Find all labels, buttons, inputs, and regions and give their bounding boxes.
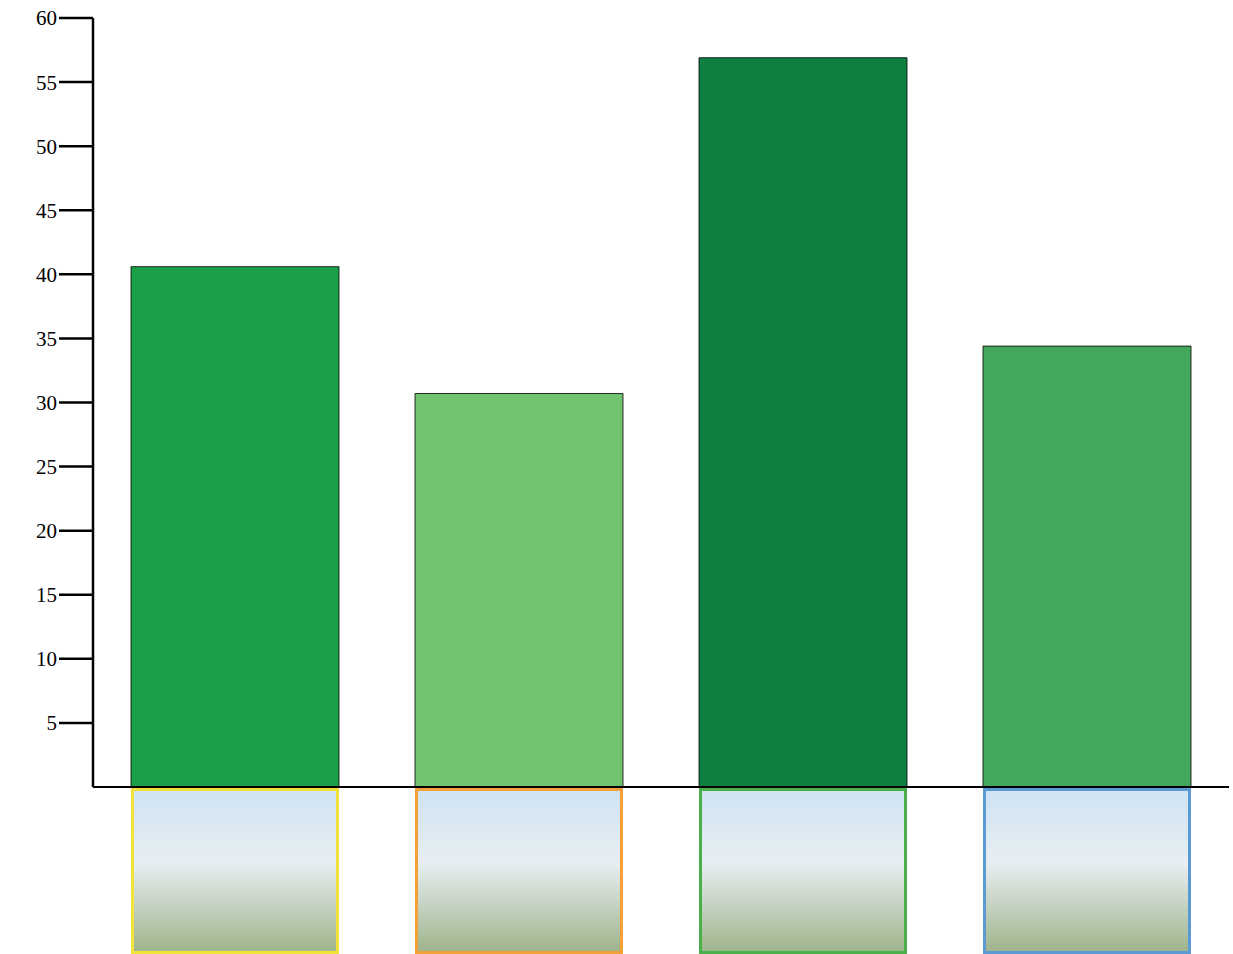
svg-text:10: 10	[36, 647, 57, 671]
svg-text:30: 30	[36, 391, 57, 415]
svg-text:55: 55	[36, 71, 57, 95]
svg-text:60: 60	[36, 6, 57, 30]
svg-text:35: 35	[36, 327, 57, 351]
svg-text:20: 20	[36, 519, 57, 543]
svg-text:45: 45	[36, 199, 57, 223]
svg-text:40: 40	[36, 263, 57, 287]
svg-text:25: 25	[36, 455, 57, 479]
svg-text:50: 50	[36, 135, 57, 159]
svg-text:5: 5	[47, 711, 58, 735]
svg-text:15: 15	[36, 583, 57, 607]
